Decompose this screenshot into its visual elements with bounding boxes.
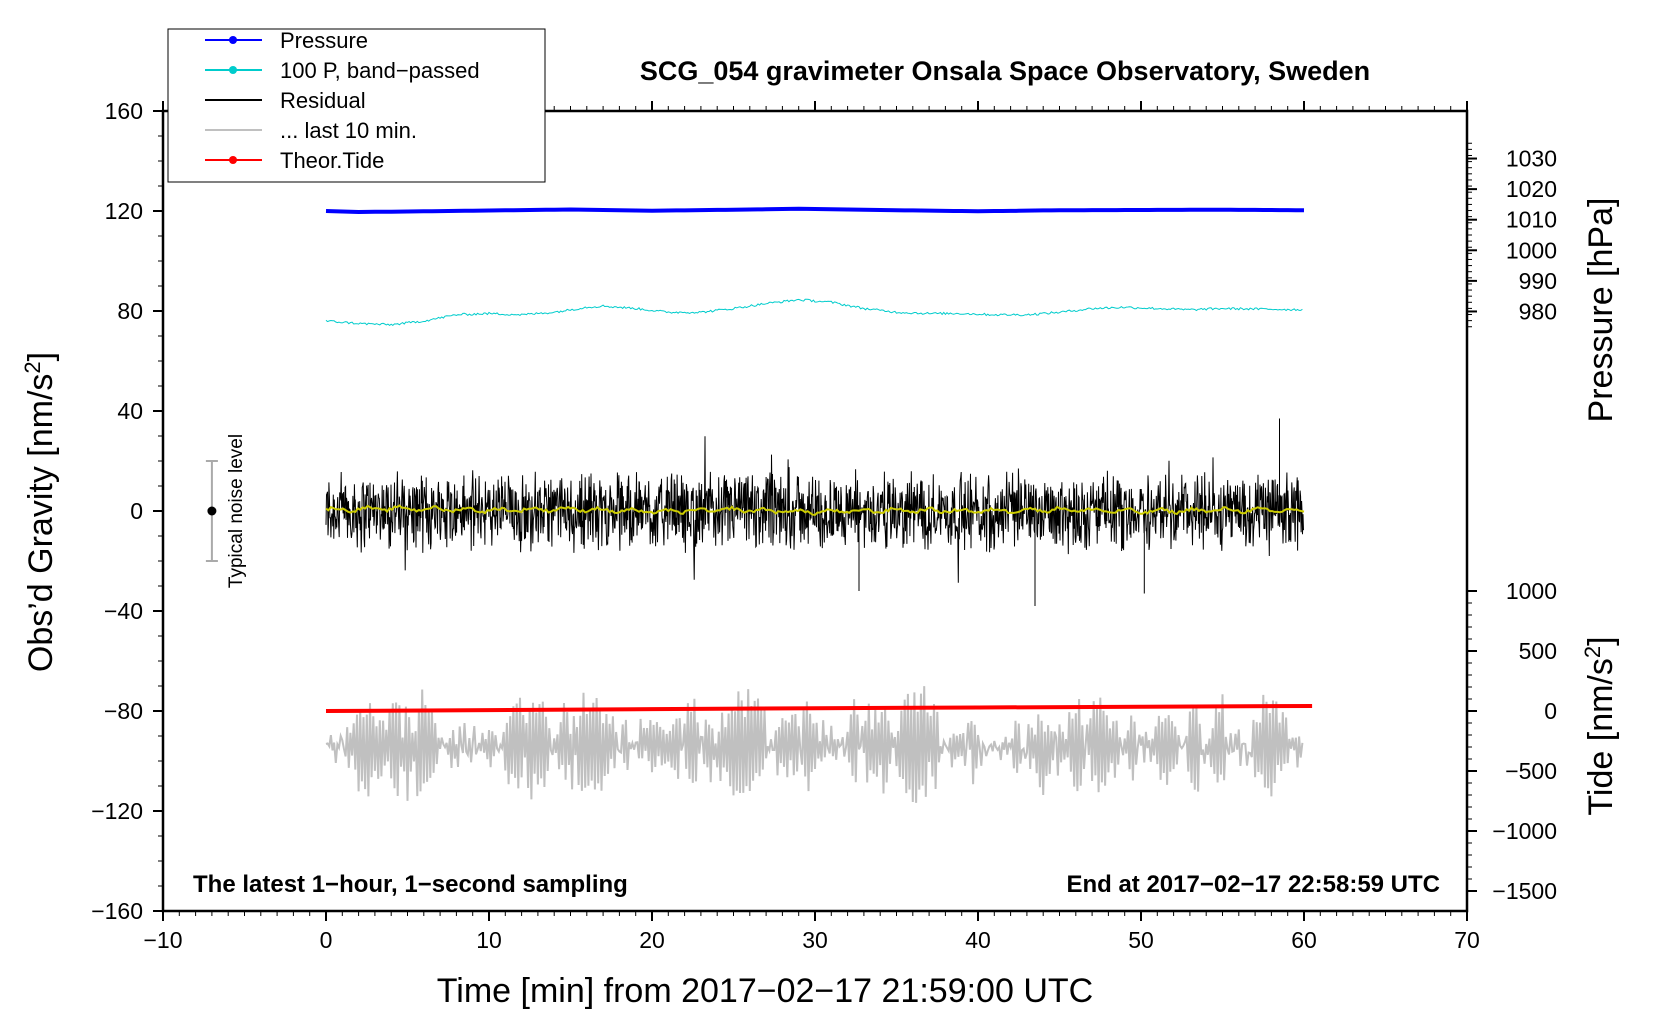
series-residual-smoothed-line xyxy=(325,504,1305,516)
y-tide-tick-label: 500 xyxy=(1519,638,1557,664)
legend-marker xyxy=(229,156,237,164)
axes-layer: −10 0 10 20 30 40 50 60 7016012080400−40−80−120−… xyxy=(91,98,1557,953)
x-tick-label: 30 xyxy=(802,927,828,953)
chart-title: SCG_054 gravimeter Onsala Space Observat… xyxy=(640,56,1370,86)
y-left-tick-label: 160 xyxy=(105,98,143,124)
y-axis-left-title-sup: 2 xyxy=(20,361,45,373)
y-axis-left-title-close: ] xyxy=(22,352,60,361)
y-tide-tick-label: 1000 xyxy=(1506,578,1557,604)
legend-label: Theor.Tide xyxy=(280,148,384,173)
y-axis-left-title-main: Obs’d Gravity [nm/s xyxy=(22,374,60,673)
x-tick-label: 0 xyxy=(320,927,333,953)
y-pressure-tick-label: 1000 xyxy=(1506,237,1557,263)
legend: Pressure 100 P, band−passed Residual ... la… xyxy=(167,28,546,183)
x-axis-title: Time [min] from 2017−02−17 21:59:00 UTC xyxy=(437,972,1093,1010)
annotation-sampling: The latest 1−hour, 1−second sampling xyxy=(193,871,628,898)
y-left-tick-label: −80 xyxy=(104,698,143,724)
y-left-tick-label: 40 xyxy=(117,398,143,424)
y-axis-tide-title: Tide [nm/s2] xyxy=(1580,636,1621,815)
x-tick-label: 10 xyxy=(476,927,502,953)
y-axis-pressure-title: Pressure [hPa] xyxy=(1582,198,1620,423)
y-tide-tick-label: −500 xyxy=(1505,758,1557,784)
y-pressure-tick-label: 980 xyxy=(1519,298,1557,324)
y-axis-tide-title-close: ] xyxy=(1582,636,1620,645)
y-left-tick-label: −40 xyxy=(104,598,143,624)
x-tick-label: 40 xyxy=(965,927,991,953)
series-theor-tide-line xyxy=(325,704,1313,713)
x-tick-label: 20 xyxy=(639,927,665,953)
y-left-tick-label: −120 xyxy=(91,798,143,824)
annotation-end-time: End at 2017−02−17 22:58:59 UTC xyxy=(1066,871,1440,898)
noise-label: Typical noise level xyxy=(226,434,247,588)
y-tide-tick-label: −1500 xyxy=(1492,878,1557,904)
series-last-10-min-line xyxy=(325,686,1304,803)
y-left-tick-label: 80 xyxy=(117,298,143,324)
legend-marker xyxy=(229,36,237,44)
legend-marker xyxy=(229,66,237,74)
y-axis-tide-title-main: Tide [nm/s xyxy=(1582,658,1620,815)
y-pressure-tick-label: 990 xyxy=(1519,268,1557,294)
legend-label: Residual xyxy=(280,88,366,113)
x-tick-label: −10 xyxy=(143,927,182,953)
y-tide-tick-label: −1000 xyxy=(1492,818,1557,844)
y-pressure-tick-label: 1020 xyxy=(1506,176,1557,202)
x-tick-label: 60 xyxy=(1291,927,1317,953)
series-residual-line xyxy=(325,418,1304,606)
noise-point xyxy=(207,506,217,516)
y-axis-tide-title-sup: 2 xyxy=(1580,646,1605,658)
legend-box xyxy=(167,28,546,183)
legend-label: 100 P, band−passed xyxy=(280,58,480,83)
y-left-tick-label: 0 xyxy=(130,498,143,524)
y-pressure-tick-label: 1030 xyxy=(1506,146,1557,172)
y-axis-left-title: Obs’d Gravity [nm/s2] xyxy=(20,352,61,672)
series-band-passed-line xyxy=(325,298,1303,327)
y-pressure-tick-label: 1010 xyxy=(1506,207,1557,233)
legend-label: ... last 10 min. xyxy=(280,118,417,143)
legend-label: Pressure xyxy=(280,28,368,53)
series-pressure-line xyxy=(325,206,1305,215)
series-layer xyxy=(325,206,1313,803)
noise-level-indicator: Typical noise level xyxy=(205,434,247,588)
y-tide-tick-label: 0 xyxy=(1544,698,1557,724)
y-left-tick-label: −160 xyxy=(91,898,143,924)
x-tick-label: 70 xyxy=(1454,927,1480,953)
y-left-tick-label: 120 xyxy=(105,198,143,224)
x-tick-label: 50 xyxy=(1128,927,1154,953)
